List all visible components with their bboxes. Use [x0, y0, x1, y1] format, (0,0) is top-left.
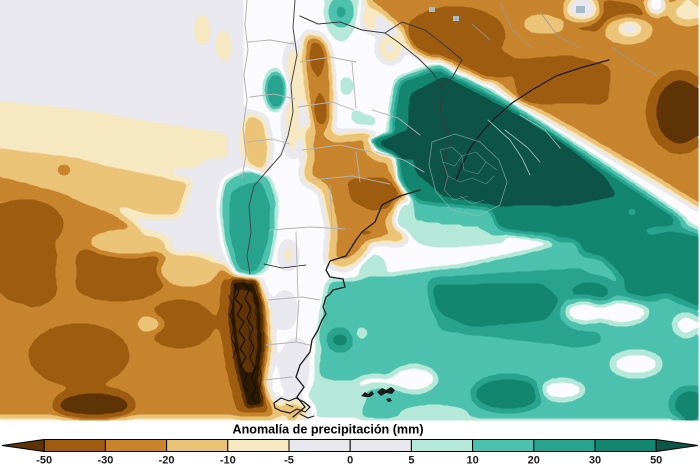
svg-text:20: 20 — [528, 455, 540, 467]
svg-text:10: 10 — [466, 455, 478, 467]
svg-text:-50: -50 — [36, 455, 52, 467]
svg-text:5: 5 — [408, 455, 414, 467]
svg-text:-20: -20 — [159, 455, 175, 467]
svg-text:-30: -30 — [97, 455, 113, 467]
svg-text:30: 30 — [589, 455, 601, 467]
svg-text:-10: -10 — [220, 455, 236, 467]
svg-text:50: 50 — [650, 455, 662, 467]
svg-text:0: 0 — [347, 455, 353, 467]
svg-text:-5: -5 — [284, 455, 294, 467]
svg-text:Anomalía de precipitación (mm): Anomalía de precipitación (mm) — [232, 423, 423, 437]
